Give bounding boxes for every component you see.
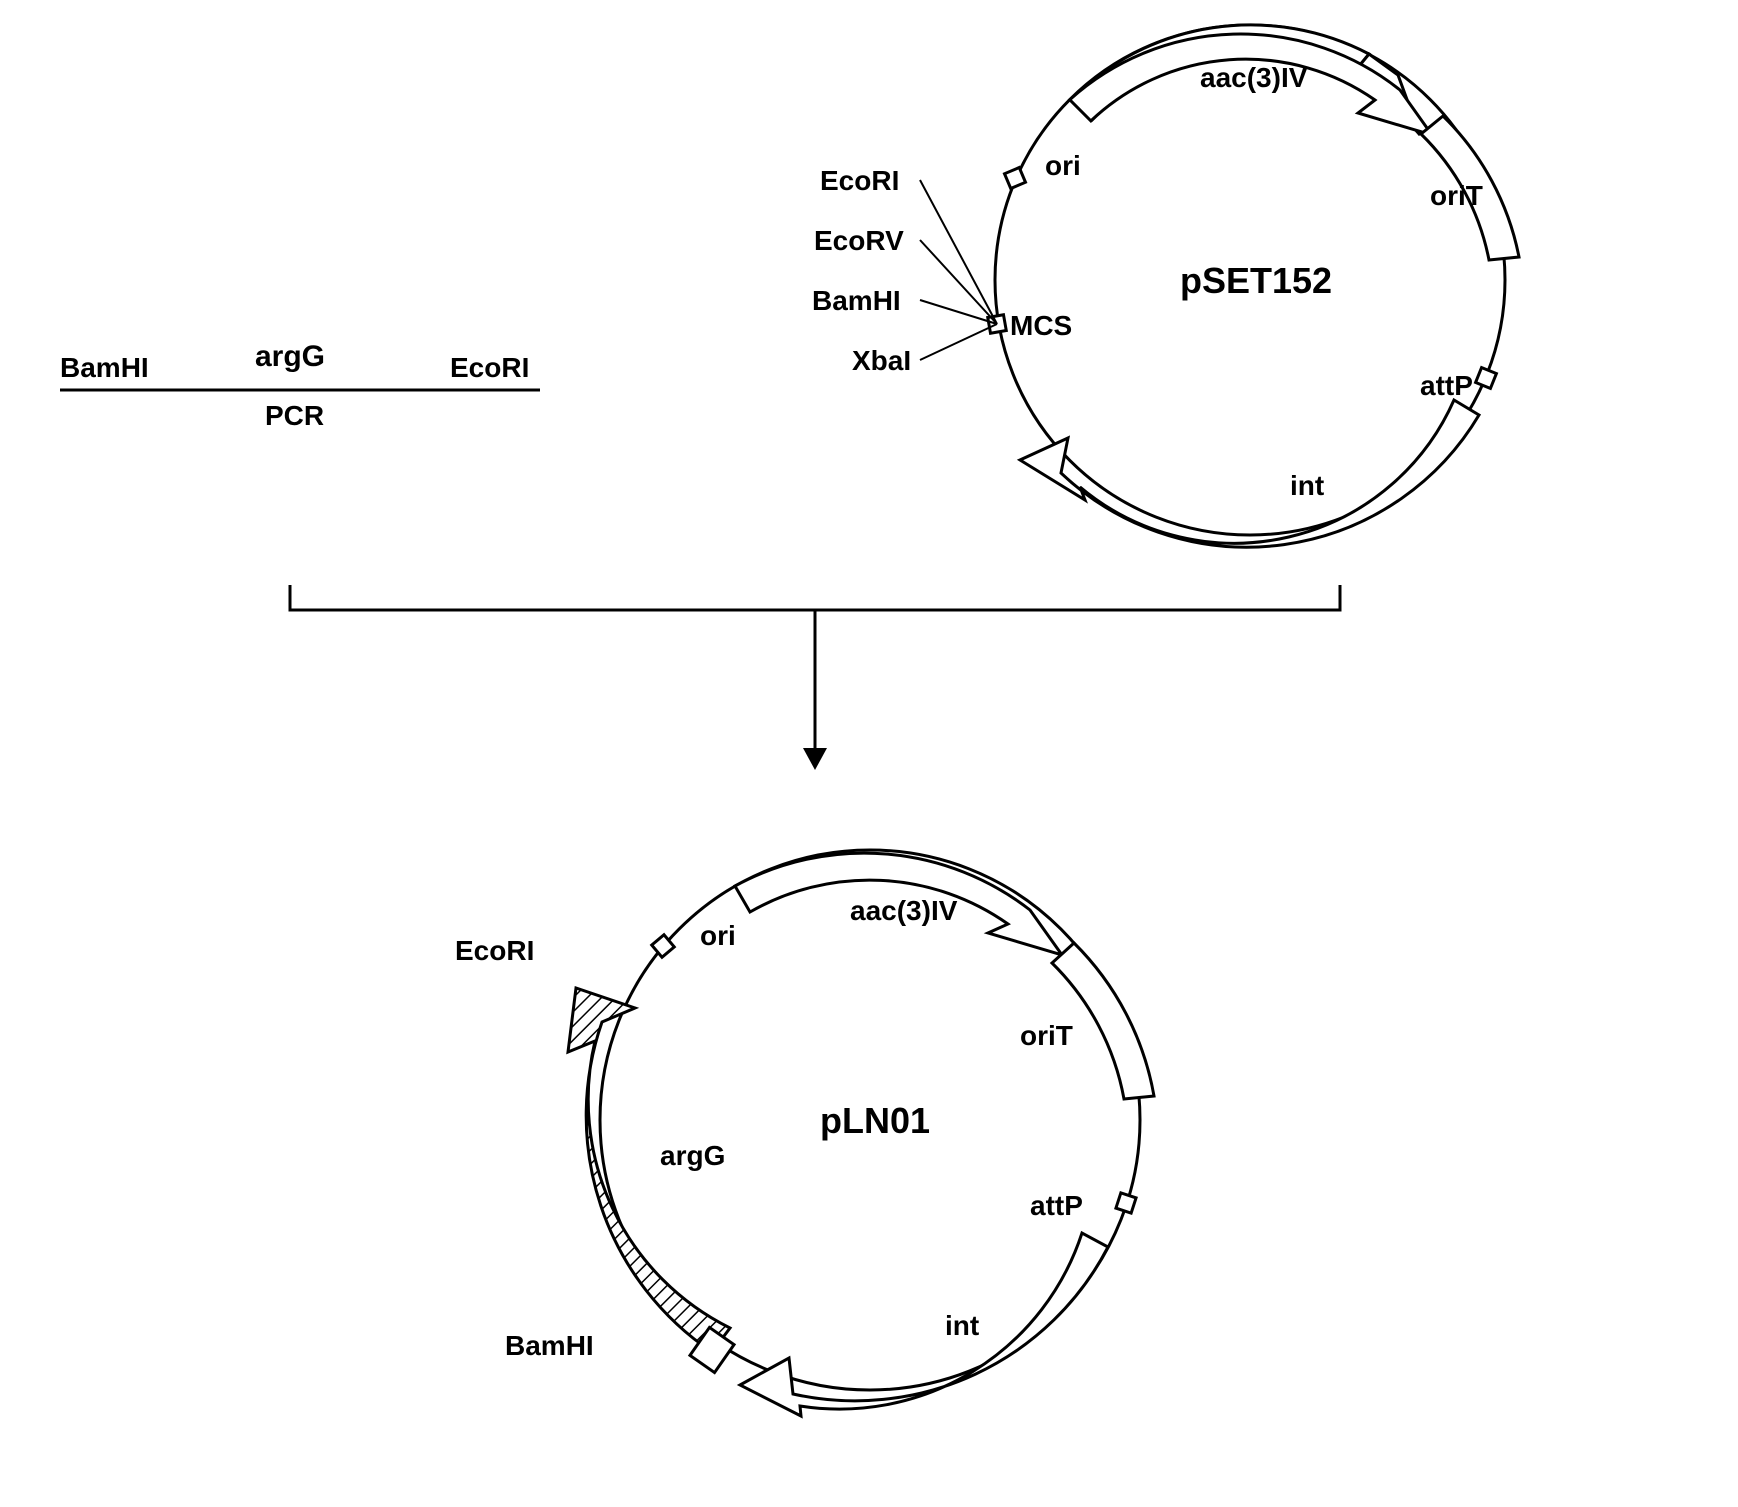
bamhi-label-linear: BamHI (60, 352, 149, 384)
pset152-name: pSET152 (1180, 260, 1332, 302)
argg-label-linear: argG (255, 340, 325, 374)
attp-marker-1 (1476, 368, 1497, 389)
mcs-xbai: XbaI (852, 345, 911, 377)
mcs-ecori: EcoRI (820, 165, 899, 197)
int-label-1: int (1290, 470, 1324, 502)
ecori-label-2: EcoRI (455, 935, 534, 967)
ori-label-1: ori (1045, 150, 1081, 182)
aac-label-2: aac(3)IV (850, 895, 957, 927)
attp-marker-2 (1116, 1193, 1136, 1213)
ori-marker-1 (1005, 168, 1026, 189)
ecori-label-linear: EcoRI (450, 352, 529, 384)
orit-label-1: oriT (1430, 180, 1483, 212)
attp-label-2: attP (1030, 1190, 1083, 1222)
argg-label-2: argG (660, 1140, 725, 1172)
orit-label-2: oriT (1020, 1020, 1073, 1052)
int-label-2: int (945, 1310, 979, 1342)
attp-label-1: attP (1420, 370, 1473, 402)
mcs-label: MCS (1010, 310, 1072, 342)
bamhi-label-2: BamHI (505, 1330, 594, 1362)
pcr-label: PCR (265, 400, 324, 432)
aac-label-1: aac(3)IV (1200, 62, 1307, 94)
int-band-2 (740, 1233, 1108, 1416)
combine-bracket (290, 585, 1340, 610)
ori-label-2: ori (700, 920, 736, 952)
down-arrow (803, 610, 827, 770)
mcs-line-xbai (920, 324, 997, 360)
int-band-1 (1020, 400, 1479, 547)
pln01-name: pLN01 (820, 1100, 930, 1142)
mcs-bamhi: BamHI (812, 285, 901, 317)
mcs-ecorv: EcoRV (814, 225, 904, 257)
